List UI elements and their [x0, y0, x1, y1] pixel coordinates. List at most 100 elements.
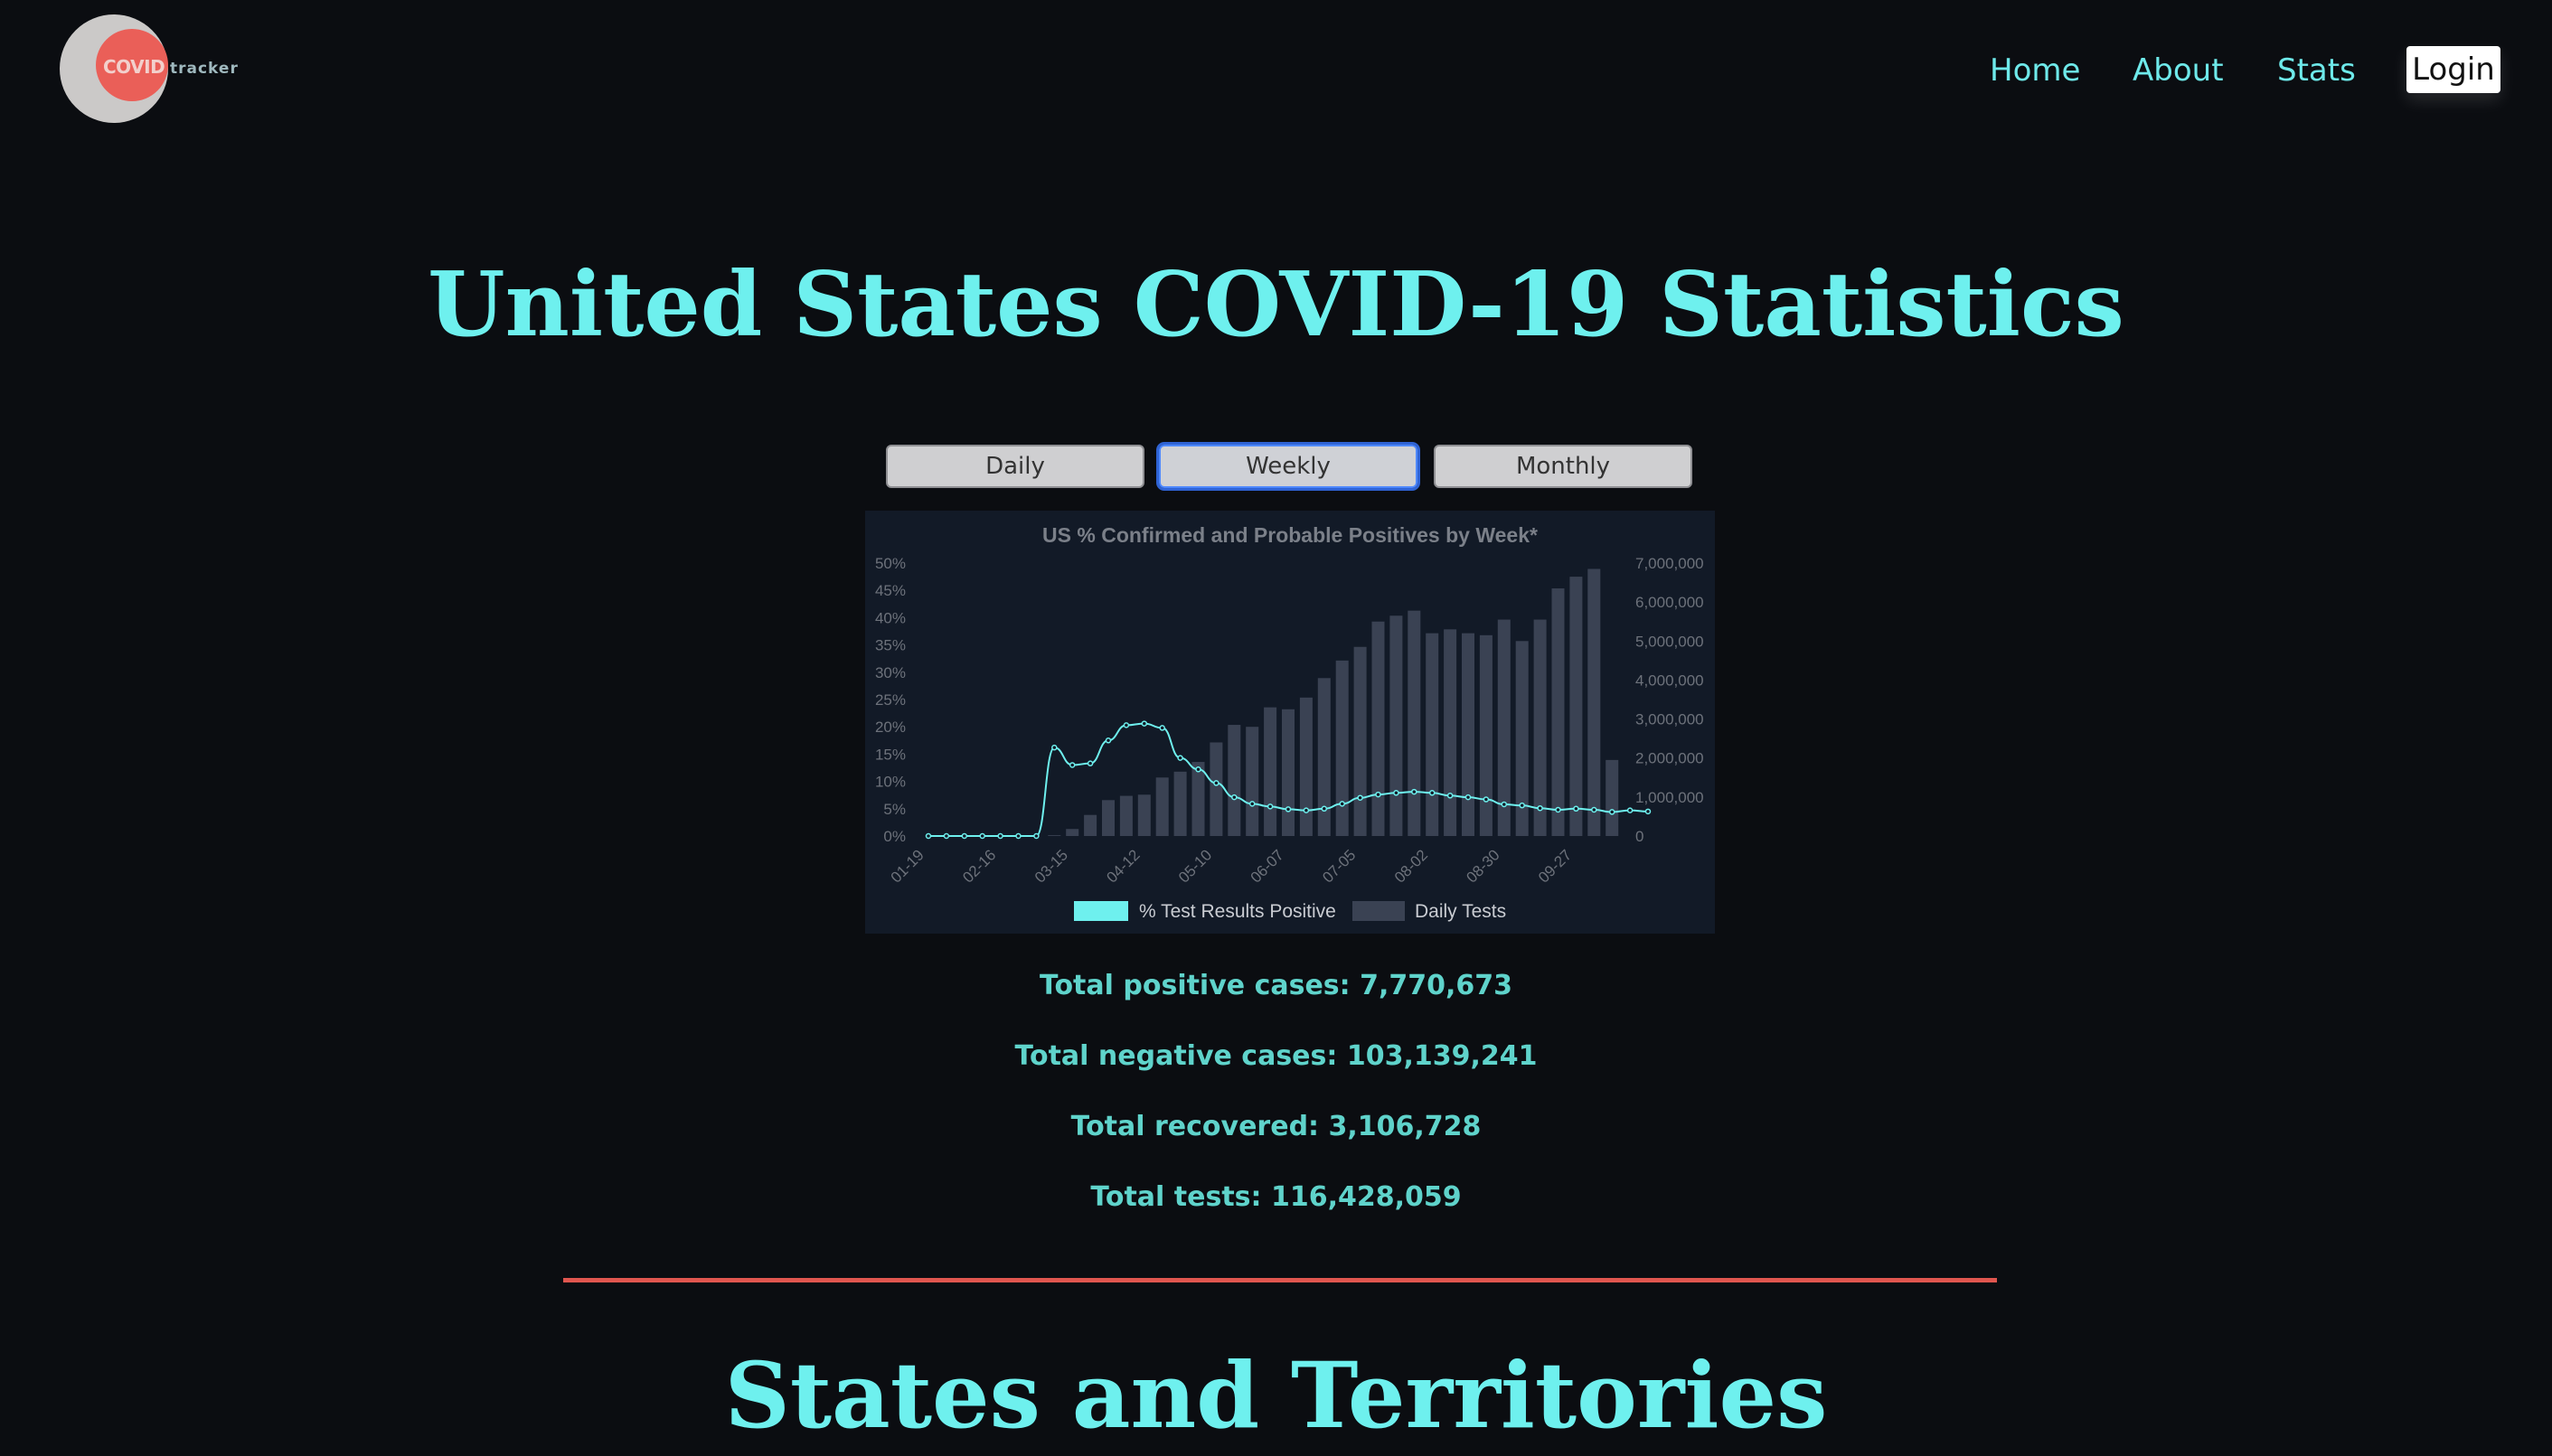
positive-rate-point[interactable]	[1411, 788, 1417, 795]
x-tick: 05-10	[1175, 846, 1215, 886]
positive-rate-point[interactable]	[1446, 793, 1454, 799]
positive-rate-point[interactable]	[997, 832, 1003, 840]
positive-rate-point[interactable]	[1177, 755, 1183, 761]
positive-rate-point[interactable]	[1428, 790, 1436, 796]
positive-rate-point[interactable]	[1644, 808, 1652, 815]
daily-tests-bar	[1444, 629, 1457, 836]
positive-rate-point[interactable]	[1626, 807, 1634, 813]
daily-tests-bar	[1606, 759, 1619, 836]
positive-rate-point[interactable]	[1339, 801, 1345, 807]
daily-tests-bar	[1587, 568, 1601, 836]
y-right-tick: 5,000,000	[1635, 633, 1704, 650]
positive-rate-point[interactable]	[961, 832, 968, 840]
x-tick: 06-07	[1248, 846, 1287, 886]
daily-tests-bar	[1066, 829, 1079, 836]
chart-legend[interactable]: % Test Results Positive Daily Tests	[1074, 901, 1506, 922]
x-tick: 08-02	[1391, 846, 1431, 886]
positive-rate-point[interactable]	[1051, 744, 1058, 751]
positive-rate-point[interactable]	[1015, 832, 1022, 840]
x-tick: 07-05	[1319, 846, 1359, 886]
section-title: States and Territories	[724, 1342, 1828, 1449]
y-right-tick: 2,000,000	[1635, 750, 1704, 767]
stat-positive: Total positive cases: 7,770,673	[1039, 970, 1513, 1001]
y-left-tick: 0%	[883, 828, 906, 845]
daily-tests-bar	[1299, 697, 1313, 836]
positive-rate-point[interactable]	[1519, 802, 1525, 809]
positive-rate-point[interactable]	[1231, 794, 1238, 801]
positive-rate-point[interactable]	[1213, 780, 1219, 786]
legend-positive-label: % Test Results Positive	[1139, 901, 1336, 922]
positive-rate-point[interactable]	[1195, 766, 1201, 773]
x-tick: 09-27	[1535, 846, 1575, 886]
positive-rate-point[interactable]	[1159, 725, 1165, 731]
tab-monthly[interactable]: Monthly	[1434, 445, 1692, 488]
daily-tests-bar	[1335, 660, 1349, 836]
daily-tests-bar	[1048, 835, 1061, 836]
y-right-axis: 0 1,000,000 2,000,000 3,000,000 4,000,000 5,0…	[1635, 555, 1704, 845]
positive-rate-point[interactable]	[1267, 803, 1274, 810]
nav-stats-link[interactable]: Stats	[2277, 52, 2356, 89]
daily-tests-bar	[1155, 777, 1169, 836]
daily-tests-bar	[1515, 641, 1529, 836]
nav-about-link[interactable]: About	[2133, 52, 2224, 89]
positive-rate-point[interactable]	[1464, 794, 1472, 801]
tab-daily[interactable]: Daily	[886, 445, 1144, 488]
positive-rate-point[interactable]	[1141, 720, 1148, 727]
positive-rate-point[interactable]	[1393, 790, 1399, 796]
positive-rate-point[interactable]	[1555, 806, 1561, 813]
positive-rate-point[interactable]	[925, 832, 932, 840]
daily-tests-bar	[1084, 814, 1097, 836]
positive-rate-point[interactable]	[1033, 832, 1040, 840]
positive-rate-point[interactable]	[1123, 722, 1130, 728]
daily-tests-bar	[1462, 633, 1474, 836]
stat-negative: Total negative cases: 103,139,241	[1014, 1040, 1538, 1072]
y-left-tick: 40%	[875, 609, 906, 626]
period-tabs: Daily Weekly Monthly	[886, 442, 1694, 491]
positive-rate-point[interactable]	[1069, 762, 1076, 768]
positive-rate-point[interactable]	[1303, 807, 1310, 813]
positive-rate-point[interactable]	[1087, 760, 1094, 766]
chart-svg: US % Confirmed and Probable Positives by…	[875, 523, 1704, 922]
logo-inner-circle	[96, 29, 168, 101]
daily-tests-bar	[1228, 725, 1241, 836]
x-tick: 02-16	[959, 846, 999, 886]
positive-rate-point[interactable]	[943, 832, 950, 840]
tab-weekly[interactable]: Weekly	[1156, 442, 1420, 491]
daily-tests-bar	[1282, 709, 1295, 836]
daily-tests-bar	[1569, 577, 1583, 836]
positive-rate-point[interactable]	[1608, 809, 1615, 815]
positive-rate-point[interactable]	[979, 832, 985, 840]
stat-tests: Total tests: 116,428,059	[1090, 1181, 1462, 1213]
x-tick: 04-12	[1103, 846, 1143, 886]
positive-rate-point[interactable]	[1501, 801, 1508, 808]
logo-tracker-text: tracker	[170, 60, 239, 78]
daily-tests-bar	[1191, 762, 1205, 836]
y-left-tick: 20%	[875, 719, 906, 736]
nav-home-link[interactable]: Home	[1990, 52, 2081, 89]
positive-rate-line	[925, 720, 1652, 840]
chart-title: US % Confirmed and Probable Positives by…	[1042, 523, 1538, 547]
positive-rate-point[interactable]	[1285, 806, 1292, 813]
positive-rate-point[interactable]	[1537, 804, 1543, 812]
daily-tests-bar	[1317, 678, 1331, 836]
positive-rate-point[interactable]	[1357, 794, 1363, 801]
logo[interactable]: COVID tracker	[60, 14, 277, 127]
login-button[interactable]: Login	[2406, 46, 2500, 93]
y-left-tick: 10%	[875, 774, 906, 791]
daily-tests-bar	[1497, 619, 1511, 836]
y-right-tick: 6,000,000	[1635, 594, 1704, 611]
positive-rate-point[interactable]	[1573, 805, 1579, 813]
positive-rate-point[interactable]	[1591, 806, 1597, 813]
positive-rate-point[interactable]	[1321, 805, 1328, 813]
positive-rate-point[interactable]	[1105, 737, 1112, 744]
positive-rate-point[interactable]	[1375, 791, 1381, 798]
positive-rate-point[interactable]	[1248, 801, 1256, 807]
y-left-tick: 15%	[875, 746, 906, 763]
y-left-tick: 45%	[875, 582, 906, 599]
positive-rate-point[interactable]	[1483, 796, 1490, 803]
daily-tests-bar	[1173, 771, 1187, 836]
y-right-tick: 1,000,000	[1635, 789, 1704, 806]
positivity-chart: US % Confirmed and Probable Positives by…	[865, 511, 1715, 934]
y-left-tick: 25%	[875, 691, 906, 709]
daily-tests-bar	[1119, 795, 1133, 836]
